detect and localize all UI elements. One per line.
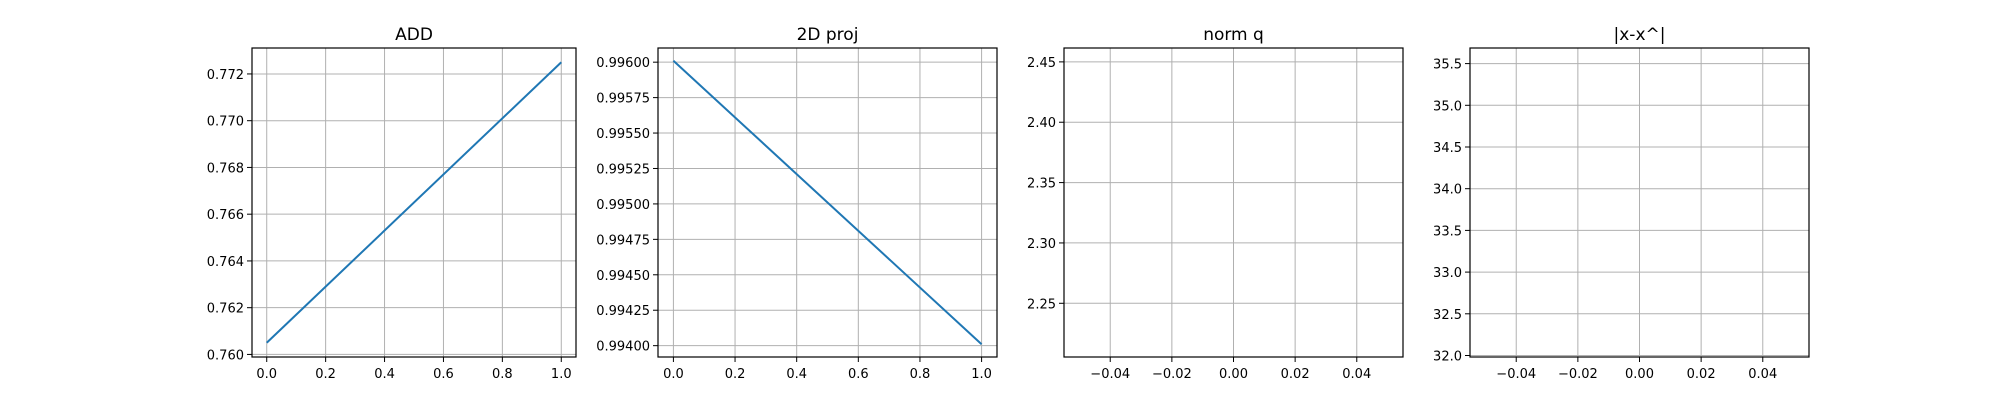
chart-panel-3: −0.04 −0.02 0.00 0.02 0.04 2.25 2.30 2.35 2.40 2.… <box>1027 25 1404 382</box>
series-line <box>672 60 983 345</box>
y-tick-label: 0.772 <box>207 68 244 83</box>
y-tick-label: 32.0 <box>1433 349 1462 364</box>
y-tick-label: 2.45 <box>1027 56 1056 71</box>
chart-title: norm q <box>1203 25 1264 45</box>
y-tick-label: 34.0 <box>1433 183 1462 198</box>
chart-title: 2D proj <box>797 25 859 45</box>
y-tick-label: 0.99525 <box>596 162 650 177</box>
x-tick-label: 0.02 <box>1281 367 1310 382</box>
x-tick-label: 0.8 <box>910 367 931 382</box>
x-tick-label: −0.02 <box>1152 367 1192 382</box>
x-tick-label: 0.2 <box>725 367 746 382</box>
y-tick-label: 2.40 <box>1027 116 1056 131</box>
x-tick-label: −0.04 <box>1090 367 1130 382</box>
y-tick-label: 32.5 <box>1433 308 1462 323</box>
y-tick-label: 33.0 <box>1433 266 1462 281</box>
chart-title: ADD <box>395 25 433 45</box>
chart-panel-2: 0.0 0.2 0.4 0.6 0.8 1.0 0.99400 0.99425 0.99450 0… <box>596 25 998 382</box>
y-tick-label: 0.99550 <box>596 127 650 142</box>
y-tick-label: 33.5 <box>1433 224 1462 239</box>
y-tick-label: 0.764 <box>207 255 244 270</box>
x-tick-label: 0.4 <box>786 367 807 382</box>
y-tick-label: 2.35 <box>1027 177 1056 192</box>
x-tick-label: 0.04 <box>1342 367 1371 382</box>
y-tick-label: 34.5 <box>1433 141 1462 156</box>
y-tick-label: 35.0 <box>1433 99 1462 114</box>
x-tick-label: 0.00 <box>1219 367 1248 382</box>
x-tick-label: 0.0 <box>256 367 277 382</box>
y-tick-label: 2.30 <box>1027 237 1056 252</box>
y-tick-label: 2.25 <box>1027 297 1056 312</box>
x-tick-label: 0.6 <box>848 367 869 382</box>
y-tick-label: 0.768 <box>207 161 244 176</box>
y-tick-label: 0.99475 <box>596 233 650 248</box>
y-tick-label: 0.766 <box>207 208 244 223</box>
y-tick-label: 0.770 <box>207 115 244 130</box>
x-tick-label: −0.02 <box>1558 367 1598 382</box>
x-tick-label: 1.0 <box>971 367 992 382</box>
y-tick-label: 0.99450 <box>596 269 650 284</box>
chart-title: |x-x^| <box>1614 25 1666 45</box>
x-tick-label: 0.0 <box>663 367 684 382</box>
x-tick-label: 0.6 <box>433 367 454 382</box>
chart-panel-1: 0.0 0.2 0.4 0.6 0.8 1.0 0.760 0.762 0.764 0.766 0.… <box>207 25 577 382</box>
x-tick-label: 0.8 <box>492 367 513 382</box>
x-tick-label: 0.00 <box>1625 367 1654 382</box>
axes-frame <box>251 47 577 358</box>
y-tick-label: 0.99500 <box>596 198 650 213</box>
y-tick-label: 0.99400 <box>596 340 650 355</box>
y-tick-label: 35.5 <box>1433 58 1462 73</box>
x-tick-label: −0.04 <box>1496 367 1536 382</box>
x-tick-label: 0.2 <box>315 367 336 382</box>
chart-panel-4: −0.04 −0.02 0.00 0.02 0.04 32.0 32.5 33.0 33.5 34… <box>1433 25 1810 382</box>
y-tick-label: 0.99425 <box>596 304 650 319</box>
y-tick-label: 0.760 <box>207 348 244 363</box>
x-tick-label: 1.0 <box>551 367 572 382</box>
y-tick-label: 0.762 <box>207 302 244 317</box>
x-tick-label: 0.02 <box>1687 367 1716 382</box>
y-tick-label: 0.99600 <box>596 56 650 71</box>
x-tick-label: 0.04 <box>1748 367 1777 382</box>
y-tick-label: 0.99575 <box>596 92 650 107</box>
series-line <box>266 61 562 344</box>
axes-frame <box>657 47 998 358</box>
x-tick-label: 0.4 <box>374 367 395 382</box>
